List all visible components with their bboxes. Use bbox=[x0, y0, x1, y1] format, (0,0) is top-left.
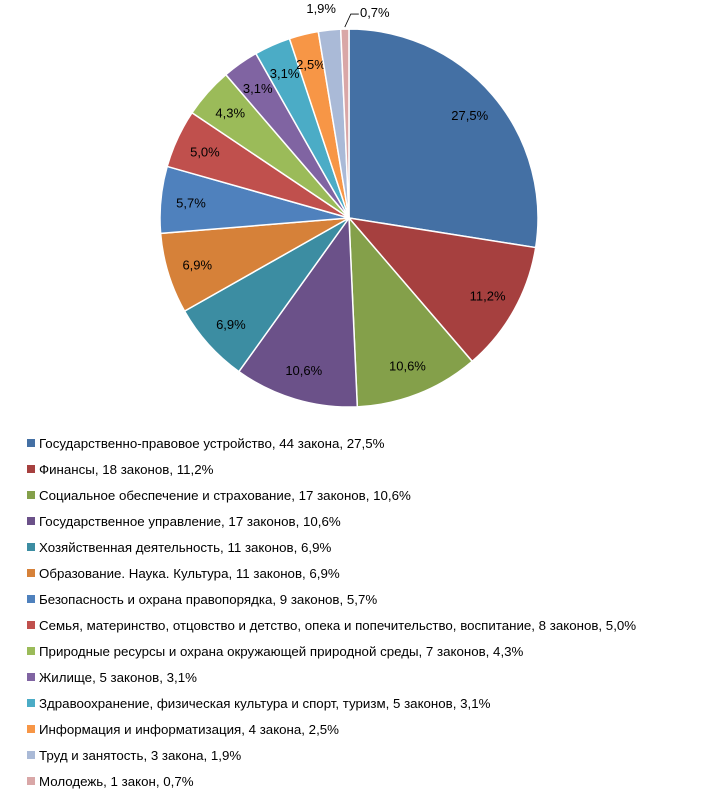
legend-label: Природные ресурсы и охрана окружающей пр… bbox=[39, 643, 524, 659]
data-label: 3,1% bbox=[243, 81, 273, 96]
pie-slice bbox=[237, 215, 359, 408]
legend-label: Хозяйственная деятельность, 11 законов, … bbox=[39, 539, 332, 555]
data-label: 10,6% bbox=[285, 363, 322, 378]
legend-marker bbox=[27, 543, 35, 551]
legend-item: Безопасность и охрана правопорядка, 9 за… bbox=[27, 586, 636, 612]
leader-line bbox=[344, 13, 359, 28]
legend-marker bbox=[27, 439, 35, 447]
legend-label: Семья, материнство, отцовство и детство,… bbox=[39, 617, 637, 633]
data-label: 11,2% bbox=[470, 288, 506, 303]
legend-marker bbox=[27, 647, 35, 655]
pie-chart: 27,5% 11,2% 10,6% 10,6% 6,9% 6,9% 5,7% 5,0% 4,3%… bbox=[159, 1, 539, 408]
pie-slice bbox=[339, 28, 350, 219]
data-label: 3,1% bbox=[270, 66, 300, 81]
data-label: 6,9% bbox=[182, 258, 212, 273]
legend-label: Молодежь, 1 закон, 0,7% bbox=[39, 773, 194, 789]
legend-item: Финансы, 18 законов, 11,2% bbox=[27, 456, 636, 482]
legend-item: Труд и занятость, 3 закона, 1,9% bbox=[27, 742, 636, 768]
data-label: 0,7% bbox=[360, 5, 390, 20]
legend-item: Жилище, 5 законов, 3,1% bbox=[27, 664, 636, 690]
data-label: 5,7% bbox=[176, 196, 206, 211]
pie-slice bbox=[348, 28, 539, 249]
legend-marker bbox=[27, 699, 35, 707]
legend-item: Природные ресурсы и охрана окружающей пр… bbox=[27, 638, 636, 664]
pie-slice bbox=[348, 215, 474, 408]
legend-marker bbox=[27, 465, 35, 473]
legend-item: Семья, материнство, отцовство и детство,… bbox=[27, 612, 636, 638]
legend-marker bbox=[27, 673, 35, 681]
legend-label: Жилище, 5 законов, 3,1% bbox=[39, 669, 197, 685]
legend-marker bbox=[27, 569, 35, 577]
legend-label: Государственно-правовое устройство, 44 з… bbox=[39, 435, 385, 451]
legend-label: Социальное обеспечение и страхование, 17… bbox=[39, 487, 411, 503]
legend-marker bbox=[27, 725, 35, 733]
data-label: 1,9% bbox=[306, 1, 336, 16]
legend-item: Государственно-правовое устройство, 44 з… bbox=[27, 430, 636, 456]
legend-marker bbox=[27, 491, 35, 499]
data-label: 10,6% bbox=[389, 359, 426, 374]
data-label: 27,5% bbox=[451, 108, 488, 123]
legend-marker bbox=[27, 751, 35, 759]
legend-item: Хозяйственная деятельность, 11 законов, … bbox=[27, 534, 636, 560]
legend-label: Труд и занятость, 3 закона, 1,9% bbox=[39, 747, 242, 763]
legend: Государственно-правовое устройство, 44 з… bbox=[27, 430, 636, 794]
legend-marker bbox=[27, 777, 35, 785]
legend-label: Финансы, 18 законов, 11,2% bbox=[39, 461, 214, 477]
legend-item: Информация и информатизация, 4 закона, 2… bbox=[27, 716, 636, 742]
legend-label: Государственное управление, 17 законов, … bbox=[39, 513, 341, 529]
legend-label: Безопасность и охрана правопорядка, 9 за… bbox=[39, 591, 378, 607]
legend-label: Информация и информатизация, 4 закона, 2… bbox=[39, 721, 339, 737]
data-label: 6,9% bbox=[216, 317, 246, 332]
legend-label: Образование. Наука. Культура, 11 законов… bbox=[39, 565, 340, 581]
pie-slice bbox=[347, 216, 537, 363]
data-label: 4,3% bbox=[215, 106, 245, 121]
data-label: 2,5% bbox=[296, 57, 326, 72]
legend-item: Социальное обеспечение и страхование, 17… bbox=[27, 482, 636, 508]
legend-marker bbox=[27, 595, 35, 603]
data-label: 5,0% bbox=[190, 144, 220, 159]
legend-marker bbox=[27, 621, 35, 629]
legend-item: Здравоохранение, физическая культура и с… bbox=[27, 690, 636, 716]
legend-label: Здравоохранение, физическая культура и с… bbox=[39, 695, 491, 711]
legend-item: Государственное управление, 17 законов, … bbox=[27, 508, 636, 534]
legend-item: Молодежь, 1 закон, 0,7% bbox=[27, 768, 636, 794]
legend-marker bbox=[27, 517, 35, 525]
legend-item: Образование. Наука. Культура, 11 законов… bbox=[27, 560, 636, 586]
